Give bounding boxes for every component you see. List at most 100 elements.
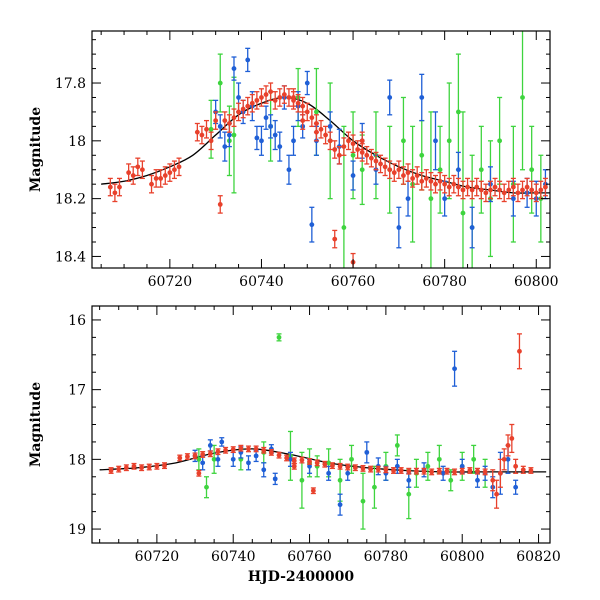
data-point-red — [529, 180, 535, 200]
data-point-red — [149, 174, 155, 194]
point-marker — [231, 132, 237, 138]
point-marker — [245, 103, 251, 109]
point-marker — [396, 225, 402, 230]
point-marker — [398, 468, 404, 473]
point-marker — [341, 225, 347, 230]
data-point-red — [446, 177, 452, 197]
data-point-red — [217, 195, 223, 214]
point-marker — [139, 167, 145, 173]
data-point-red — [505, 434, 511, 457]
point-marker — [263, 115, 269, 121]
point-marker — [158, 176, 164, 181]
data-point-red — [359, 131, 365, 151]
point-marker — [350, 173, 356, 178]
data-point-blue — [254, 125, 260, 151]
point-marker — [528, 468, 534, 473]
data-point-red — [391, 163, 397, 182]
point-marker — [123, 465, 129, 471]
point-marker — [291, 458, 297, 464]
data-point-red — [429, 468, 435, 476]
point-marker — [309, 222, 315, 228]
x-axis-title: HJD-2400000 — [248, 569, 355, 585]
point-marker — [456, 184, 461, 190]
point-marker — [505, 456, 511, 462]
data-point-red — [459, 467, 465, 475]
point-marker — [524, 184, 530, 190]
point-marker — [167, 170, 173, 176]
point-marker — [196, 456, 202, 462]
point-marker — [116, 466, 122, 472]
data-point-red — [382, 157, 388, 177]
data-point-green — [360, 472, 366, 530]
data-point-green — [437, 125, 443, 214]
x-tick-label: 60720 — [148, 274, 193, 290]
data-point-red — [231, 108, 237, 128]
data-point-red — [520, 180, 526, 200]
data-point-red — [406, 467, 412, 475]
data-point-blue — [387, 79, 393, 116]
data-point-green — [217, 53, 223, 113]
point-marker — [299, 477, 305, 483]
data-point-red — [126, 163, 132, 182]
point-marker — [345, 470, 351, 476]
data-point-red — [510, 177, 516, 197]
point-marker — [199, 132, 205, 138]
data-point-red — [490, 469, 496, 492]
point-marker — [307, 463, 312, 469]
point-marker — [349, 456, 354, 462]
plot-area — [101, 31, 550, 268]
data-point-green — [231, 76, 237, 194]
point-marker — [437, 167, 443, 173]
point-marker — [268, 449, 274, 455]
point-marker — [359, 149, 365, 155]
point-marker — [423, 176, 429, 181]
point-marker — [517, 348, 522, 354]
data-point-red — [352, 464, 358, 472]
data-point-red — [107, 177, 113, 197]
point-marker — [117, 184, 122, 190]
point-marker — [515, 190, 521, 196]
data-point-blue — [452, 350, 458, 387]
data-point-red — [291, 462, 297, 470]
data-point-red — [215, 448, 221, 456]
point-marker — [200, 460, 206, 466]
point-marker — [382, 164, 388, 170]
data-point-red — [261, 446, 267, 454]
data-point-red — [154, 462, 160, 470]
point-marker — [394, 443, 400, 448]
point-marker — [177, 455, 183, 461]
series-green — [196, 333, 488, 530]
point-marker — [227, 121, 232, 126]
point-marker — [513, 484, 519, 490]
data-point-green — [314, 455, 320, 478]
point-marker — [405, 196, 411, 202]
data-point-red — [176, 157, 182, 177]
point-marker — [286, 167, 292, 173]
point-marker — [465, 184, 470, 190]
y-axis-title: Magnitude — [28, 382, 44, 467]
data-point-red — [277, 88, 283, 107]
point-marker — [261, 467, 267, 473]
data-point-blue — [268, 114, 274, 139]
data-point-red — [474, 467, 480, 475]
point-marker — [471, 456, 477, 462]
data-point-red — [509, 423, 515, 454]
point-marker — [510, 184, 516, 190]
point-marker — [231, 115, 237, 121]
point-marker — [222, 144, 228, 150]
point-marker — [268, 89, 274, 95]
point-marker — [520, 95, 525, 100]
data-point-red — [309, 108, 315, 128]
data-point-red — [112, 183, 118, 203]
data-point-red — [337, 462, 343, 470]
data-point-red — [516, 333, 522, 370]
data-point-red — [249, 93, 255, 113]
point-marker — [360, 466, 366, 471]
point-marker — [425, 463, 431, 469]
data-point-red — [355, 140, 361, 159]
data-point-red — [222, 111, 228, 130]
point-marker — [401, 138, 406, 144]
x-tick-label: 60820 — [516, 549, 561, 565]
point-marker — [538, 187, 544, 193]
